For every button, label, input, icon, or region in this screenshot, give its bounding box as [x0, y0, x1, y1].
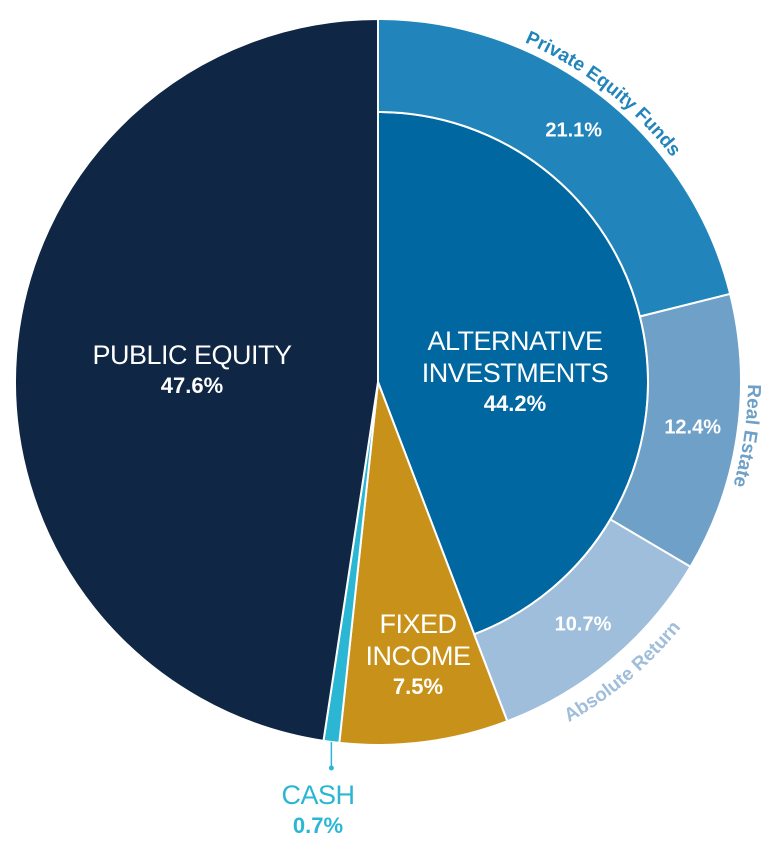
ring-slice [472, 518, 692, 723]
slice-label: PUBLIC EQUITY 47.6% [52, 339, 332, 401]
ring-value: 12.4% [664, 416, 722, 439]
slice-value: 47.6% [160, 373, 224, 398]
slice-value: 0.7% [292, 813, 344, 838]
pie-slice [338, 381, 509, 746]
pie-slice [14, 17, 379, 743]
ring-value: 21.1% [545, 119, 603, 142]
slice-value: 44.2% [483, 391, 547, 416]
slice-label: ALTERNATIVE INVESTMENTS 44.2% [400, 325, 630, 419]
slice-label: CASH 0.7% [263, 779, 373, 841]
slice-name: FIXED INCOME [365, 609, 472, 671]
ring-value: 10.7% [554, 613, 612, 636]
leader-dot [328, 765, 334, 771]
slice-label: FIXED INCOME 7.5% [358, 608, 478, 702]
slice-value: 7.5% [392, 674, 444, 699]
slice-name: CASH [281, 780, 355, 810]
slice-name: PUBLIC EQUITY [92, 340, 292, 370]
slice-name: ALTERNATIVE INVESTMENTS [421, 326, 609, 388]
